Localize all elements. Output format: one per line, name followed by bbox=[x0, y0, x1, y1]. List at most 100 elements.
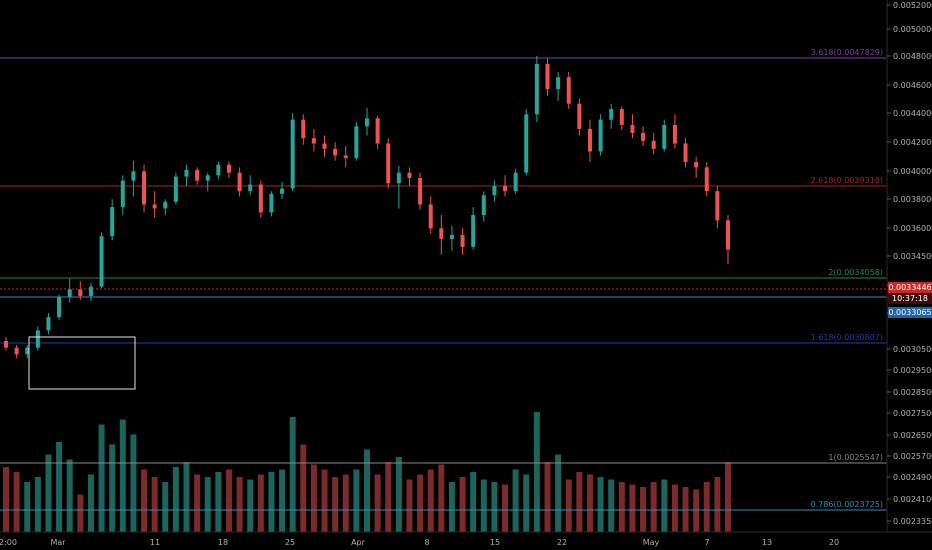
candles bbox=[4, 56, 730, 359]
volume-bar bbox=[24, 482, 31, 532]
fib-level-label: 3.618(0.0047829) bbox=[811, 48, 883, 57]
candle-body bbox=[534, 63, 539, 115]
volume-bar bbox=[13, 472, 20, 532]
candle-body bbox=[99, 236, 104, 287]
volume-bar bbox=[480, 479, 487, 532]
volume-bar bbox=[703, 482, 710, 532]
fib-level-label: 2.618(0.0039318) bbox=[811, 176, 883, 185]
price-tag bbox=[888, 293, 932, 304]
candle-body bbox=[269, 193, 274, 213]
volume-bar bbox=[300, 444, 307, 532]
x-tick-label: May bbox=[643, 538, 660, 547]
candle-body bbox=[704, 167, 709, 192]
volume-bar bbox=[141, 469, 148, 532]
volume-bar bbox=[650, 482, 657, 532]
volume-bar bbox=[225, 469, 232, 532]
y-tick-label: 0.0050000 bbox=[893, 25, 932, 34]
candle-body bbox=[439, 228, 444, 239]
candle-body bbox=[694, 162, 699, 168]
y-tick-label: 0.0023350 bbox=[893, 517, 932, 526]
candle-body bbox=[641, 132, 646, 141]
volume-bar bbox=[523, 474, 530, 532]
volume-bar bbox=[236, 477, 243, 532]
volume-bar bbox=[714, 477, 721, 532]
y-tick-label: 0.0028500 bbox=[893, 388, 932, 397]
candle-body bbox=[396, 172, 401, 184]
fib-levels: 3.618(0.0047829) 2.618(0.0039318) 2(0.0034… bbox=[0, 48, 887, 511]
volume-bar bbox=[618, 482, 625, 532]
volume-bar bbox=[395, 457, 402, 532]
volume-bar bbox=[417, 474, 424, 532]
volume-bar bbox=[247, 479, 254, 532]
candle-body bbox=[152, 204, 157, 209]
fib-level-label: 1.618(0.0030807) bbox=[811, 333, 883, 342]
candle-body bbox=[577, 103, 582, 129]
volume-bar bbox=[66, 459, 73, 532]
candle-body bbox=[651, 140, 656, 149]
volume-bar bbox=[119, 419, 126, 532]
volume-bar bbox=[364, 449, 370, 532]
candle-body bbox=[672, 124, 677, 144]
candle-body bbox=[545, 63, 550, 90]
volume-bar bbox=[130, 434, 137, 532]
volume-bar bbox=[194, 474, 201, 532]
volume-bar bbox=[109, 444, 116, 532]
candle-body bbox=[142, 171, 147, 205]
candle-body bbox=[609, 109, 614, 120]
candle-body bbox=[46, 317, 51, 331]
volume-bar bbox=[438, 464, 445, 532]
price-tags: 0.0033446 10:37:18 0.0033065 bbox=[888, 282, 932, 318]
candle-body bbox=[630, 124, 635, 133]
y-tick-label: 0.0029500 bbox=[893, 366, 932, 375]
candle-body bbox=[173, 176, 178, 202]
volume-bar bbox=[448, 482, 455, 532]
volume-bar bbox=[597, 477, 604, 532]
x-axis: 2:00 Mar 11 18 25 Apr 8 15 22 May 7 13 20 bbox=[0, 538, 839, 547]
volume-bar bbox=[87, 474, 94, 532]
volume-bar bbox=[629, 484, 636, 532]
price-tag-label: 10:37:18 bbox=[892, 294, 928, 303]
candle-body bbox=[4, 341, 8, 348]
candle-body bbox=[110, 207, 115, 237]
volume-bar bbox=[512, 469, 519, 532]
candle-body bbox=[503, 185, 508, 192]
x-tick-label: 2:00 bbox=[0, 538, 17, 547]
x-tick-label: 22 bbox=[557, 538, 567, 547]
volume-bar bbox=[353, 469, 360, 532]
candle-body bbox=[428, 204, 433, 229]
candle-body bbox=[407, 172, 412, 178]
price-tag bbox=[888, 307, 932, 318]
volume-bar bbox=[172, 467, 179, 532]
volume-bar bbox=[34, 477, 41, 532]
candle-body bbox=[343, 155, 348, 159]
candle-body bbox=[481, 195, 486, 216]
candle-body bbox=[88, 286, 93, 296]
candle-body bbox=[131, 171, 136, 181]
volume-bar bbox=[3, 467, 9, 532]
candle-body bbox=[619, 109, 624, 125]
candle-body bbox=[67, 289, 72, 298]
volume-bar bbox=[427, 469, 434, 532]
y-tick-label: 0.0052000 bbox=[893, 1, 932, 10]
price-tag-label: 0.0033446 bbox=[888, 283, 931, 292]
volume-bars bbox=[3, 412, 731, 532]
y-tick-label: 0.0036000 bbox=[893, 224, 932, 233]
volume-bar bbox=[98, 424, 105, 532]
x-tick-label: 7 bbox=[704, 538, 709, 547]
annotation-box[interactable] bbox=[28, 336, 136, 390]
candle-body bbox=[311, 138, 316, 144]
volume-bar bbox=[215, 472, 222, 532]
volume-bar bbox=[491, 482, 498, 532]
candle-body bbox=[471, 215, 476, 247]
y-tick-label: 0.0030500 bbox=[893, 345, 932, 354]
x-tick-label: Mar bbox=[50, 538, 66, 547]
candle-body bbox=[322, 143, 327, 149]
candle-body bbox=[449, 234, 454, 239]
y-tick-label: 0.0046000 bbox=[893, 81, 932, 90]
candle-body bbox=[566, 77, 571, 104]
volume-bar bbox=[162, 482, 169, 532]
volume-bar bbox=[151, 477, 158, 532]
x-tick-label: 20 bbox=[829, 538, 839, 547]
